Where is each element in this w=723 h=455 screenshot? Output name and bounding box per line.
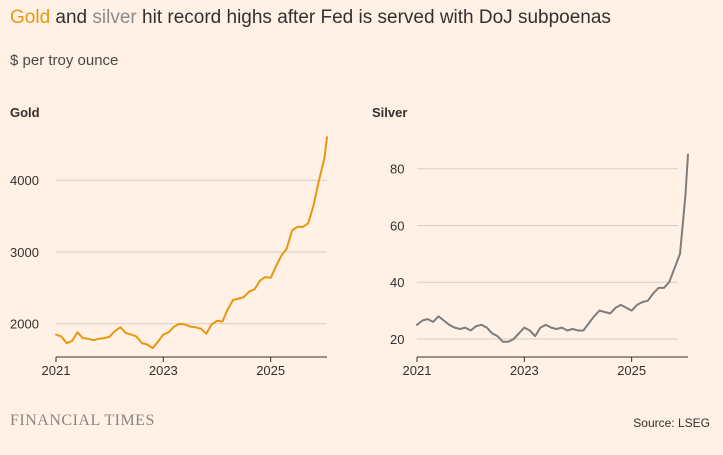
gold-y-tick-label: 2000 [10,317,39,332]
gold-series-line [55,136,328,350]
headline-silver-word: silver [92,7,137,28]
gold-x-tick-label: 2023 [149,363,178,378]
unit-subtitle: $ per troy ounce [10,52,119,69]
silver-x-tick-label: 2025 [617,363,646,378]
headline-gold-word: Gold [10,7,51,28]
headline-rest-text: hit record highs after Fed is served wit… [136,7,611,28]
headline-and-text: and [50,7,93,28]
silver-y-tick-label: 60 [390,218,404,233]
ft-logo-wordmark: FINANCIAL TIMES [10,412,155,429]
silver-x-tick-label: 2021 [403,363,432,378]
gold-x-tick-label: 2025 [256,363,285,378]
headline: Gold and silver hit record highs after F… [10,6,611,30]
source-note: Source: LSEG [633,416,710,430]
silver-series-line [416,153,689,343]
silver-chart: 20 40 60 80 2021 2023 2025 [390,153,689,378]
gold-x-tick-label: 2021 [42,363,71,378]
silver-y-tick-label: 40 [390,275,404,290]
silver-x-tick-label: 2023 [510,363,539,378]
gold-y-tick-label: 3000 [10,245,39,260]
silver-panel-title: Silver [372,105,408,120]
gold-chart: 2000 3000 4000 2021 2023 2025 [10,136,328,378]
gold-y-tick-label: 4000 [10,173,39,188]
gold-panel-title: Gold [10,105,40,120]
silver-y-tick-label: 80 [390,162,404,177]
silver-y-tick-label: 20 [390,332,404,347]
